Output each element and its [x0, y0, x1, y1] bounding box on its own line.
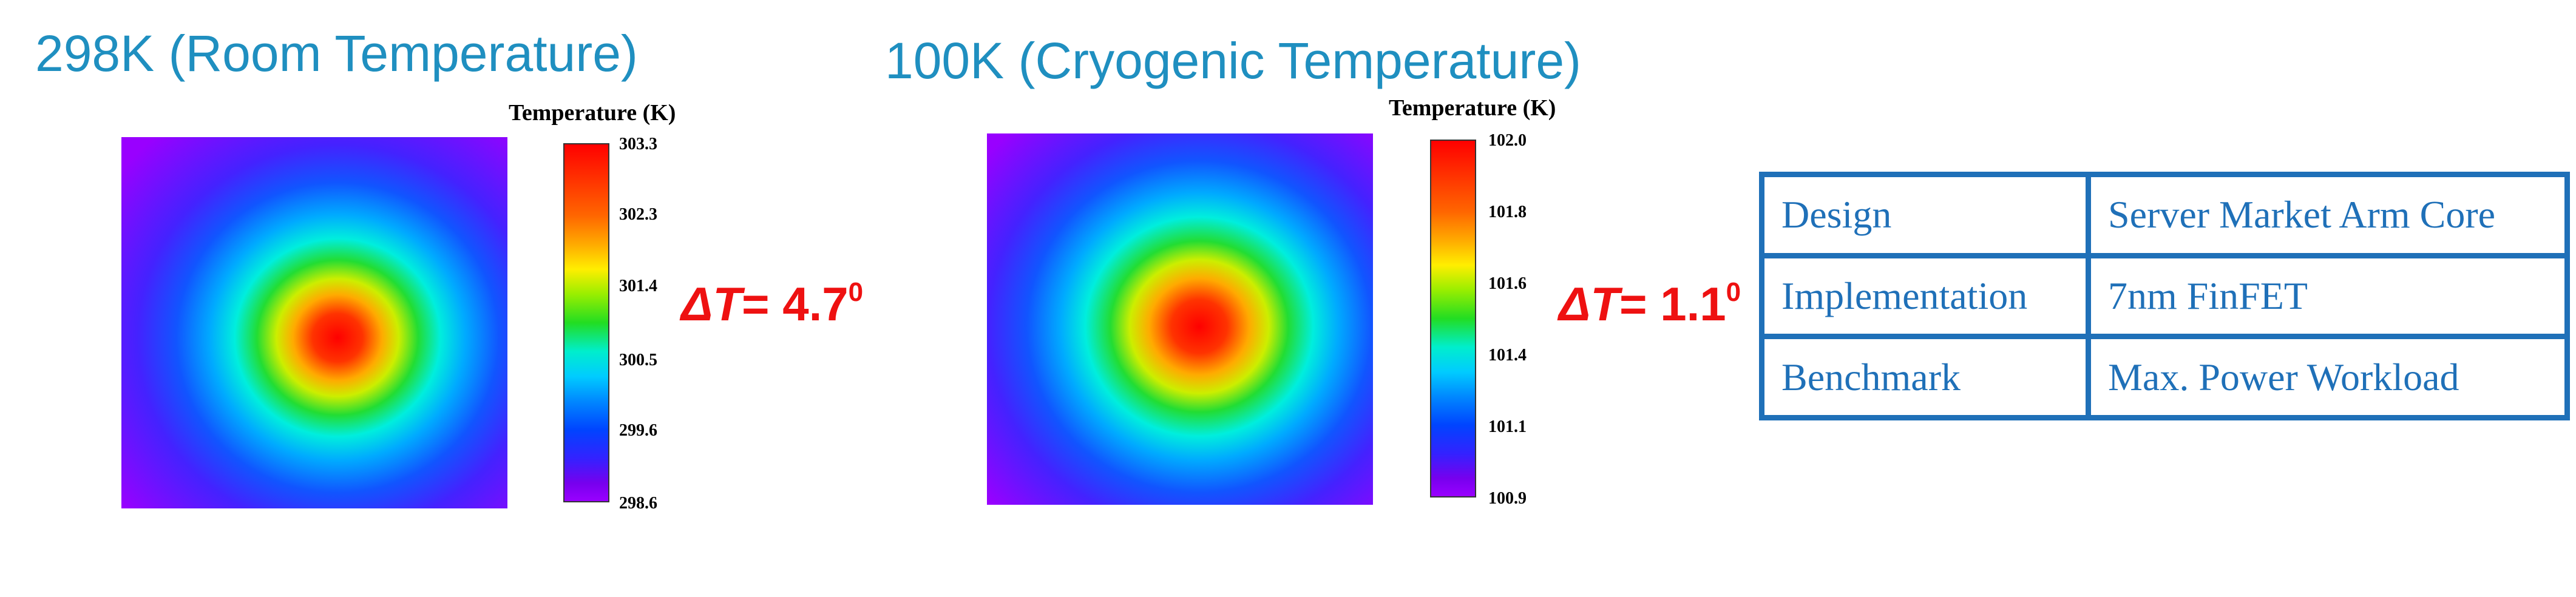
- heatmap-room: [121, 137, 507, 508]
- delta-t-superscript: 0: [848, 277, 864, 307]
- table-cell-value: 7nm FinFET: [2086, 252, 2570, 340]
- colorbar-tick: 298.6: [619, 494, 657, 513]
- delta-t-value: = 1.1: [1619, 277, 1726, 331]
- delta-t-superscript: 0: [1726, 277, 1741, 307]
- heatmap-cryogenic-field: [987, 133, 1373, 505]
- table-cell-value: Server Market Arm Core: [2086, 172, 2570, 258]
- panel-title-cryogenic: 100K (Cryogenic Temperature): [885, 32, 1582, 89]
- colorbar-tick: 102.0: [1488, 131, 1527, 150]
- colorbar-tick: 100.9: [1488, 489, 1527, 508]
- delta-t-symbol: ΔT: [1559, 277, 1620, 331]
- table-row: Implementation 7nm FinFET: [1759, 252, 2570, 340]
- colorbar-tick: 301.4: [619, 277, 657, 295]
- colorbar-tick: 302.3: [619, 205, 657, 224]
- heatmap-room-field: [121, 137, 507, 508]
- table-cell-value: Max. Power Workload: [2086, 334, 2570, 420]
- delta-t-cryogenic: ΔT= 1.10: [1559, 279, 1741, 328]
- colorbar-tick: 101.1: [1488, 417, 1527, 436]
- colorbar-tick: 299.6: [619, 421, 657, 440]
- panel-title-room: 298K (Room Temperature): [35, 25, 638, 82]
- colorbar-tick: 101.4: [1488, 346, 1527, 365]
- design-info-table: Design Server Market Arm Core Implementa…: [1759, 172, 2570, 420]
- delta-t-symbol: ΔT: [681, 277, 742, 331]
- colorbar-title-room: Temperature (K): [509, 100, 676, 126]
- table-row: Benchmark Max. Power Workload: [1759, 334, 2570, 420]
- colorbar-tick: 303.3: [619, 135, 657, 153]
- colorbar-tick: 101.6: [1488, 274, 1527, 293]
- table-cell-label: Implementation: [1759, 252, 2091, 340]
- colorbar-title-cryogenic: Temperature (K): [1389, 95, 1556, 121]
- table-row: Design Server Market Arm Core: [1759, 172, 2570, 258]
- delta-t-value: = 4.7: [742, 277, 849, 331]
- heatmap-cryogenic: [987, 133, 1373, 505]
- colorbar-room: [563, 143, 609, 502]
- delta-t-room: ΔT= 4.70: [681, 279, 863, 328]
- table-cell-label: Design: [1759, 172, 2091, 258]
- table-cell-label: Benchmark: [1759, 334, 2091, 420]
- colorbar-tick: 101.8: [1488, 203, 1527, 221]
- colorbar-tick: 300.5: [619, 351, 657, 369]
- colorbar-cryogenic: [1430, 140, 1476, 498]
